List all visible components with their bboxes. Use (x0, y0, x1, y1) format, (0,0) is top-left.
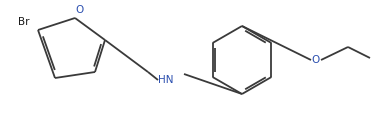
Text: O: O (312, 55, 320, 65)
Text: Br: Br (18, 17, 29, 27)
Text: O: O (76, 5, 84, 15)
Text: HN: HN (158, 75, 174, 85)
